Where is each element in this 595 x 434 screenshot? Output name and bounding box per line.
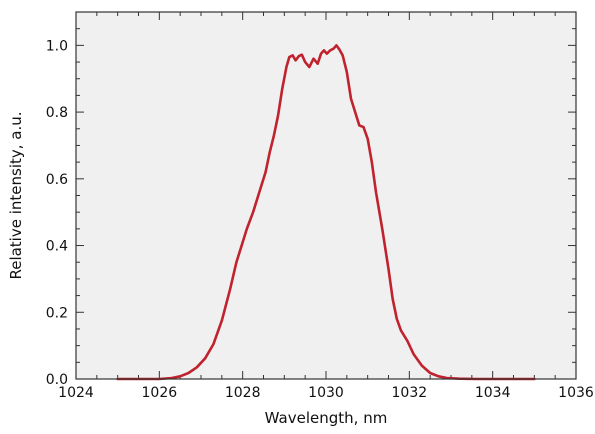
x-tick-label: 1028 <box>225 385 261 401</box>
x-tick-label: 1024 <box>58 385 94 401</box>
y-axis-label: Relative intensity, a.u. <box>7 111 25 279</box>
x-tick-label: 1030 <box>308 385 344 401</box>
y-tick-label: 0.8 <box>46 105 68 121</box>
x-tick-label: 1036 <box>558 385 594 401</box>
y-tick-label: 0.0 <box>46 372 68 388</box>
axes: 1024 1026 1028 1030 1032 1034 1036 0.0 0.2 0.4 0.6… <box>46 11 594 401</box>
x-tick-label: 1032 <box>392 385 428 401</box>
plot-frame <box>75 11 577 380</box>
x-axis-label: Wavelength, nm <box>265 409 388 427</box>
y-tick-label: 0.4 <box>46 239 68 255</box>
y-tick-label: 0.2 <box>46 305 68 321</box>
y-tick-label: 0.6 <box>46 172 68 188</box>
x-tick-label: 1034 <box>475 385 511 401</box>
series-line <box>116 44 536 381</box>
plot-area <box>76 12 576 379</box>
x-tick-label: 1026 <box>142 385 178 401</box>
y-tick-label: 1.0 <box>46 38 68 54</box>
